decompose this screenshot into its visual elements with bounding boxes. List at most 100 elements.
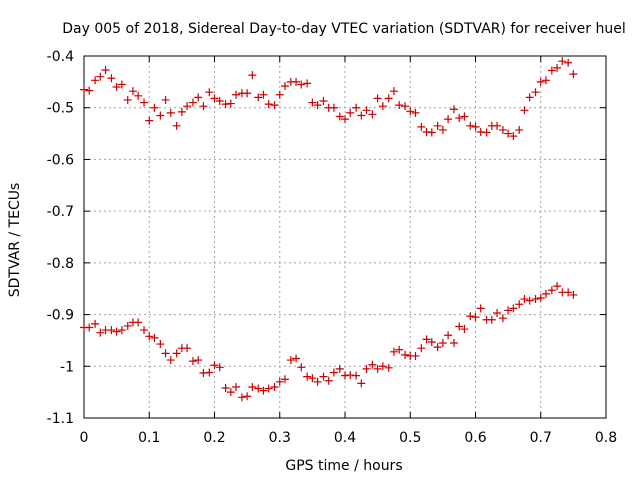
data-points bbox=[80, 57, 578, 402]
data-point-upper bbox=[303, 79, 312, 88]
data-point-lower bbox=[531, 295, 540, 304]
data-point-lower bbox=[183, 344, 192, 353]
data-point-upper bbox=[401, 102, 410, 111]
y-tick-label: -1 bbox=[60, 359, 74, 375]
data-point-upper bbox=[466, 121, 475, 130]
data-point-upper bbox=[112, 83, 121, 92]
data-point-lower bbox=[493, 309, 502, 318]
data-point-upper bbox=[417, 122, 426, 131]
data-point-upper bbox=[254, 93, 263, 102]
data-point-upper bbox=[280, 81, 289, 90]
data-point-lower bbox=[270, 382, 279, 391]
data-point-upper bbox=[357, 111, 366, 120]
y-tick-label: -0.7 bbox=[47, 204, 74, 220]
data-point-lower bbox=[96, 328, 105, 337]
y-tick-label: -0.6 bbox=[47, 152, 74, 168]
y-tick-label: -0.4 bbox=[47, 49, 74, 65]
data-point-upper bbox=[498, 125, 507, 134]
data-point-upper bbox=[188, 98, 197, 107]
data-point-lower bbox=[417, 344, 426, 353]
data-point-upper bbox=[482, 128, 491, 137]
data-point-upper bbox=[553, 63, 562, 72]
x-tick-label: 0.1 bbox=[138, 430, 160, 446]
data-point-lower bbox=[438, 339, 447, 348]
data-point-lower bbox=[427, 337, 436, 346]
data-point-upper bbox=[91, 76, 100, 85]
data-point-lower bbox=[335, 364, 344, 373]
data-point-lower bbox=[411, 351, 420, 360]
data-point-upper bbox=[232, 90, 241, 99]
data-point-lower bbox=[156, 340, 165, 349]
data-point-upper bbox=[215, 96, 224, 105]
data-point-lower bbox=[254, 384, 263, 393]
data-point-lower bbox=[117, 326, 126, 335]
data-point-lower bbox=[166, 356, 175, 365]
data-point-upper bbox=[373, 94, 382, 103]
data-point-lower bbox=[536, 294, 545, 303]
data-point-lower bbox=[384, 363, 393, 372]
data-point-lower bbox=[547, 286, 556, 295]
data-point-upper bbox=[96, 72, 105, 81]
data-point-upper bbox=[362, 106, 371, 115]
data-point-upper bbox=[536, 77, 545, 86]
data-point-upper bbox=[107, 74, 116, 83]
data-point-upper bbox=[80, 85, 88, 94]
data-point-lower bbox=[85, 323, 94, 332]
data-point-upper bbox=[352, 103, 361, 112]
y-tick-label: -1.1 bbox=[47, 411, 74, 427]
data-point-lower bbox=[303, 372, 312, 381]
data-point-lower bbox=[259, 386, 268, 395]
data-point-lower bbox=[215, 363, 224, 372]
data-point-lower bbox=[140, 326, 149, 335]
data-point-upper bbox=[199, 102, 208, 111]
data-point-lower bbox=[368, 360, 377, 369]
x-tick-label: 0.8 bbox=[595, 430, 617, 446]
y-tick-label: -0.5 bbox=[47, 101, 74, 117]
data-point-upper bbox=[264, 100, 273, 109]
data-point-upper bbox=[259, 90, 268, 99]
data-point-lower bbox=[172, 349, 181, 358]
data-point-upper bbox=[433, 121, 442, 130]
data-point-lower bbox=[324, 376, 333, 385]
data-point-lower bbox=[564, 288, 573, 297]
data-point-upper bbox=[455, 114, 464, 123]
data-point-lower bbox=[297, 363, 306, 372]
data-point-lower bbox=[205, 368, 214, 377]
data-point-lower bbox=[362, 364, 371, 373]
data-point-lower bbox=[553, 282, 562, 291]
data-point-upper bbox=[406, 107, 415, 116]
data-point-upper bbox=[161, 95, 170, 104]
x-tick-label: 0.5 bbox=[399, 430, 421, 446]
data-point-upper bbox=[525, 93, 534, 102]
data-point-lower bbox=[275, 377, 284, 386]
data-point-upper bbox=[210, 94, 219, 103]
data-point-lower bbox=[286, 356, 295, 365]
data-point-upper bbox=[117, 80, 126, 89]
y-tick-labels: -0.4 -0.5 -0.6 -0.7 -0.8 -0.9 -1 -1.1 bbox=[47, 49, 74, 427]
data-point-upper bbox=[140, 98, 149, 107]
data-point-lower bbox=[107, 326, 116, 335]
y-tick-label: -0.9 bbox=[47, 308, 74, 324]
data-point-lower bbox=[395, 345, 404, 354]
data-point-lower bbox=[292, 354, 301, 363]
data-point-lower bbox=[449, 339, 458, 348]
data-point-upper bbox=[341, 115, 349, 124]
data-point-lower bbox=[232, 382, 241, 391]
data-point-upper bbox=[226, 99, 235, 108]
data-point-lower bbox=[541, 289, 550, 298]
data-point-lower bbox=[422, 335, 431, 344]
x-axis-label: GPS time / hours bbox=[285, 458, 402, 474]
data-point-upper bbox=[395, 101, 404, 110]
data-point-upper bbox=[471, 122, 480, 131]
data-point-lower bbox=[237, 393, 246, 402]
data-point-upper bbox=[460, 112, 469, 121]
data-point-lower bbox=[515, 300, 524, 309]
data-point-upper bbox=[368, 110, 377, 119]
data-point-upper bbox=[329, 103, 338, 112]
data-point-upper bbox=[378, 102, 387, 111]
data-point-upper bbox=[515, 125, 524, 134]
data-point-lower bbox=[466, 312, 475, 321]
data-point-upper bbox=[346, 108, 355, 117]
x-tick-label: 0 bbox=[80, 430, 89, 446]
